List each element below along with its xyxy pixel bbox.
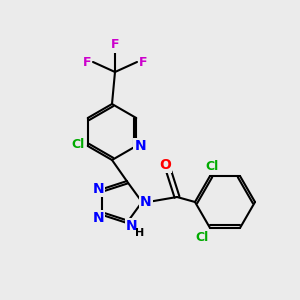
Text: F: F [111,38,119,52]
Text: Cl: Cl [206,160,219,172]
Text: N: N [126,219,138,233]
Text: O: O [159,158,171,172]
Text: N: N [92,211,104,225]
Text: H: H [135,228,144,238]
Text: N: N [140,195,152,209]
Text: N: N [134,139,146,153]
Text: F: F [139,56,147,68]
Text: F: F [83,56,91,68]
Text: Cl: Cl [71,137,84,151]
Text: N: N [92,182,104,196]
Text: Cl: Cl [195,232,208,244]
